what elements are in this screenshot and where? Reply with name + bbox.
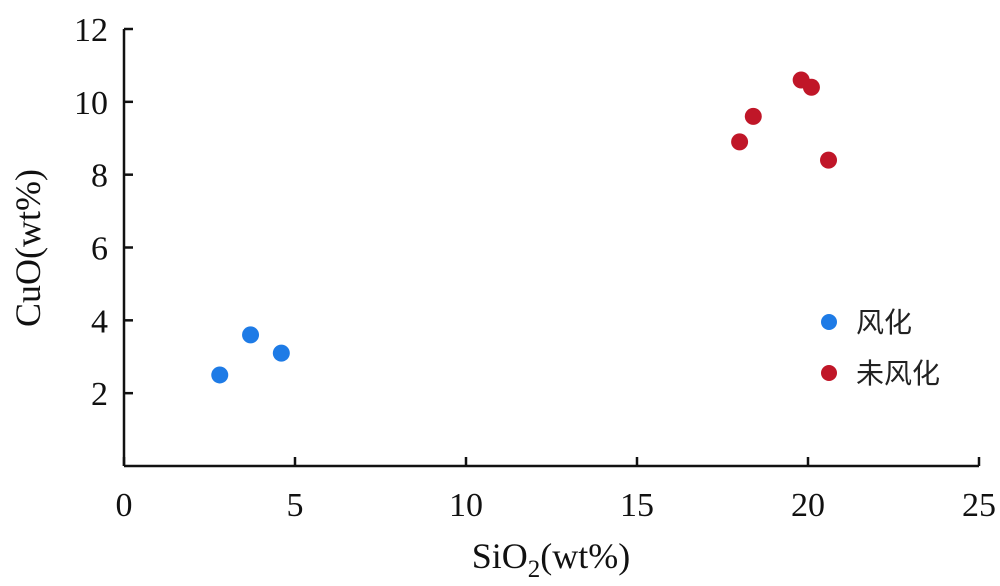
data-point bbox=[242, 326, 260, 344]
x-tick-label: 20 bbox=[791, 487, 825, 524]
ticks: 0 5 10 15 20 25 2 4 6 8 10 12 bbox=[74, 12, 996, 524]
x-axis-title-rest: (wt%) bbox=[540, 536, 630, 576]
y-tick-label: 4 bbox=[91, 303, 108, 340]
x-axis-title: SiO2(wt%) bbox=[472, 536, 631, 583]
data-point bbox=[731, 133, 749, 151]
y-tick-label: 6 bbox=[91, 231, 108, 268]
y-axis-title: CuO(wt%) bbox=[8, 169, 48, 327]
x-tick-label: 0 bbox=[116, 487, 133, 524]
y-tick-label: 10 bbox=[74, 85, 108, 122]
y-tick-label: 8 bbox=[91, 158, 108, 195]
data-point bbox=[820, 151, 838, 169]
data-point bbox=[211, 366, 229, 384]
legend-label: 风化 bbox=[856, 306, 912, 339]
legend-marker bbox=[821, 365, 837, 381]
legend-marker bbox=[821, 314, 837, 330]
data-points bbox=[211, 71, 838, 384]
data-point bbox=[272, 344, 290, 362]
legend-label: 未风化 bbox=[856, 357, 940, 390]
x-tick-label: 10 bbox=[449, 487, 483, 524]
x-tick-label: 5 bbox=[287, 487, 304, 524]
data-point bbox=[802, 78, 820, 96]
axes bbox=[122, 29, 979, 468]
x-axis-title-subscript: 2 bbox=[528, 556, 541, 583]
x-axis-title-main: SiO bbox=[472, 536, 528, 576]
data-point bbox=[744, 107, 762, 125]
x-tick-label: 15 bbox=[620, 487, 654, 524]
y-tick-label: 2 bbox=[91, 376, 108, 413]
y-tick-label: 12 bbox=[74, 12, 108, 49]
x-tick-label: 25 bbox=[962, 487, 996, 524]
